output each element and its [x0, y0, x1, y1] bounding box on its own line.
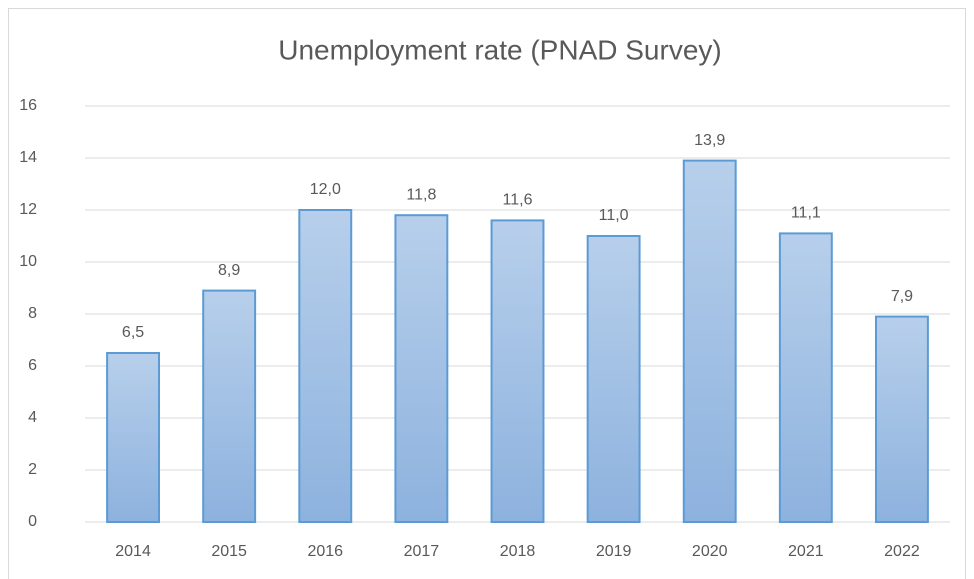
data-label: 6,5 — [122, 324, 144, 341]
x-tick-label: 2014 — [115, 543, 151, 560]
y-tick-label: 4 — [28, 409, 37, 426]
x-tick-label: 2016 — [307, 543, 343, 560]
y-tick-label: 14 — [19, 149, 37, 166]
bar — [586, 235, 641, 523]
y-tick-label: 16 — [19, 97, 37, 114]
bar — [682, 159, 737, 523]
data-label: 11,1 — [791, 205, 821, 222]
x-tick-label: 2015 — [211, 543, 247, 560]
bar — [874, 315, 929, 523]
x-tick-label: 2022 — [884, 543, 920, 560]
data-label: 8,9 — [218, 262, 240, 279]
bar — [202, 289, 257, 523]
chart-title: Unemployment rate (PNAD Survey) — [278, 34, 721, 65]
x-tick-label: 2017 — [404, 543, 440, 560]
bar — [106, 352, 161, 523]
x-tick-label: 2020 — [692, 543, 728, 560]
data-label: 11,6 — [503, 192, 533, 209]
data-label: 11,8 — [406, 186, 436, 203]
data-label: 11,0 — [599, 207, 629, 224]
x-tick-label: 2018 — [500, 543, 536, 560]
bar — [298, 209, 353, 523]
y-tick-label: 10 — [19, 253, 37, 270]
y-tick-label: 8 — [28, 305, 37, 322]
data-label: 12,0 — [310, 181, 341, 198]
y-tick-label: 12 — [19, 201, 37, 218]
bar — [778, 232, 833, 523]
bar — [490, 219, 545, 523]
y-tick-label: 2 — [28, 461, 37, 478]
y-tick-label: 6 — [28, 357, 37, 374]
x-tick-label: 2021 — [788, 543, 824, 560]
data-label: 7,9 — [891, 288, 913, 305]
y-tick-label: 0 — [28, 513, 37, 530]
x-tick-label: 2019 — [596, 543, 632, 560]
data-label: 13,9 — [694, 132, 725, 149]
bar — [394, 214, 449, 523]
